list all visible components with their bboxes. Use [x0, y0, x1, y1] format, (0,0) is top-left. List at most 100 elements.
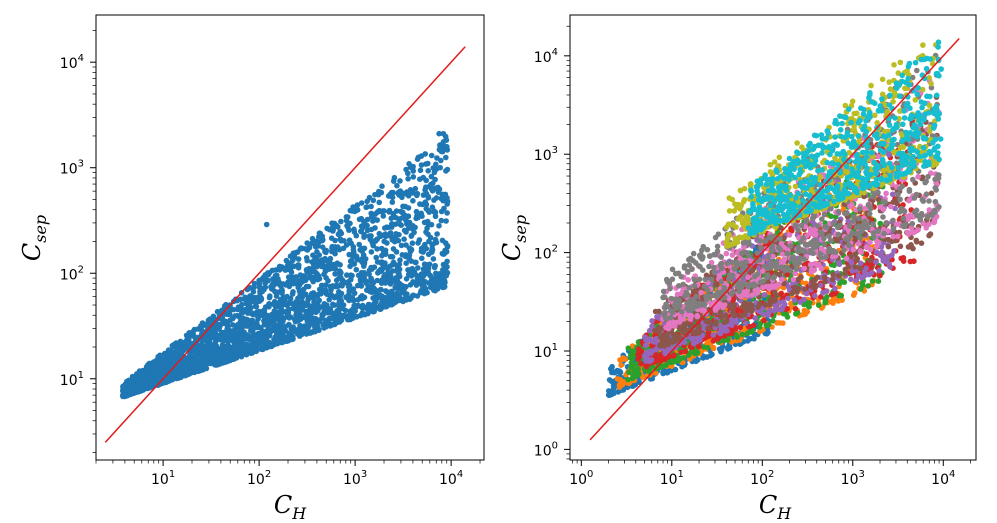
data-point	[248, 350, 254, 356]
data-point	[704, 344, 711, 351]
data-point	[897, 243, 904, 250]
data-point	[428, 181, 434, 188]
data-point	[197, 345, 203, 351]
data-point	[429, 188, 436, 194]
data-point	[664, 369, 670, 376]
data-point	[173, 343, 179, 349]
data-point	[820, 289, 826, 296]
data-point	[900, 254, 907, 261]
data-point	[418, 153, 425, 159]
data-point	[160, 368, 167, 374]
series-all	[120, 130, 451, 400]
data-point	[390, 246, 397, 252]
data-point	[657, 334, 664, 341]
data-point	[428, 173, 435, 180]
data-point	[628, 364, 634, 371]
data-point	[287, 295, 294, 302]
data-point	[204, 342, 210, 349]
data-point	[889, 252, 895, 258]
data-point	[782, 301, 788, 308]
data-point	[358, 283, 365, 289]
data-point	[383, 224, 390, 230]
data-point	[333, 223, 340, 229]
data-point	[414, 275, 421, 282]
data-point	[656, 357, 663, 364]
data-point	[238, 335, 245, 341]
data-point	[400, 190, 407, 197]
data-point	[443, 168, 449, 174]
data-point	[361, 218, 367, 225]
data-point	[173, 363, 179, 370]
data-point	[618, 362, 624, 369]
data-point	[304, 240, 311, 246]
data-point	[431, 197, 437, 203]
data-point	[422, 199, 429, 205]
data-point	[303, 327, 310, 333]
data-point	[397, 178, 403, 184]
data-point	[437, 142, 443, 148]
data-point	[220, 338, 227, 344]
data-point	[444, 147, 451, 153]
data-point	[315, 318, 322, 325]
data-point	[381, 238, 388, 245]
data-point	[375, 209, 381, 215]
data-point	[181, 347, 187, 354]
data-point	[316, 286, 323, 293]
data-point	[239, 301, 245, 308]
data-point	[283, 334, 289, 340]
data-point	[427, 234, 434, 241]
data-point	[190, 328, 196, 335]
data-point	[718, 348, 724, 355]
data-point	[281, 301, 288, 308]
data-point	[125, 391, 131, 398]
data-point	[433, 239, 440, 246]
data-point	[261, 314, 268, 321]
data-point	[198, 323, 204, 329]
data-point	[238, 339, 245, 345]
data-point	[388, 288, 395, 295]
data-point	[618, 377, 624, 384]
data-point	[629, 343, 636, 349]
data-point	[328, 315, 334, 322]
data-point	[830, 300, 836, 306]
data-point	[638, 361, 644, 367]
data-point	[311, 291, 317, 298]
data-point	[343, 214, 350, 220]
data-point	[877, 272, 883, 279]
data-point	[382, 250, 389, 257]
data-point	[130, 377, 136, 384]
data-point	[230, 306, 237, 313]
data-point	[606, 377, 613, 383]
data-point	[249, 296, 256, 302]
data-point	[435, 286, 441, 292]
data-point	[334, 261, 341, 267]
data-point	[313, 240, 319, 246]
data-point	[710, 332, 717, 338]
data-point	[322, 248, 328, 255]
data-point	[220, 343, 226, 350]
data-point	[387, 233, 394, 239]
data-point	[859, 280, 866, 286]
data-point	[274, 280, 281, 287]
data-point	[771, 289, 778, 296]
data-point	[210, 342, 217, 349]
data-point	[242, 294, 248, 301]
data-point	[326, 226, 333, 233]
data-point	[863, 251, 870, 257]
data-point	[889, 191, 896, 198]
data-point	[403, 229, 409, 235]
data-point	[842, 270, 848, 277]
data-point	[338, 270, 344, 276]
data-point	[832, 290, 838, 297]
data-point	[364, 227, 371, 234]
data-point	[225, 342, 231, 348]
data-point	[649, 318, 655, 324]
data-point	[213, 321, 220, 327]
data-point	[298, 331, 305, 338]
data-point	[770, 318, 776, 324]
data-point	[378, 189, 385, 196]
data-point	[857, 265, 864, 272]
data-point	[238, 353, 245, 360]
data-point	[419, 288, 425, 295]
data-point	[382, 272, 389, 278]
